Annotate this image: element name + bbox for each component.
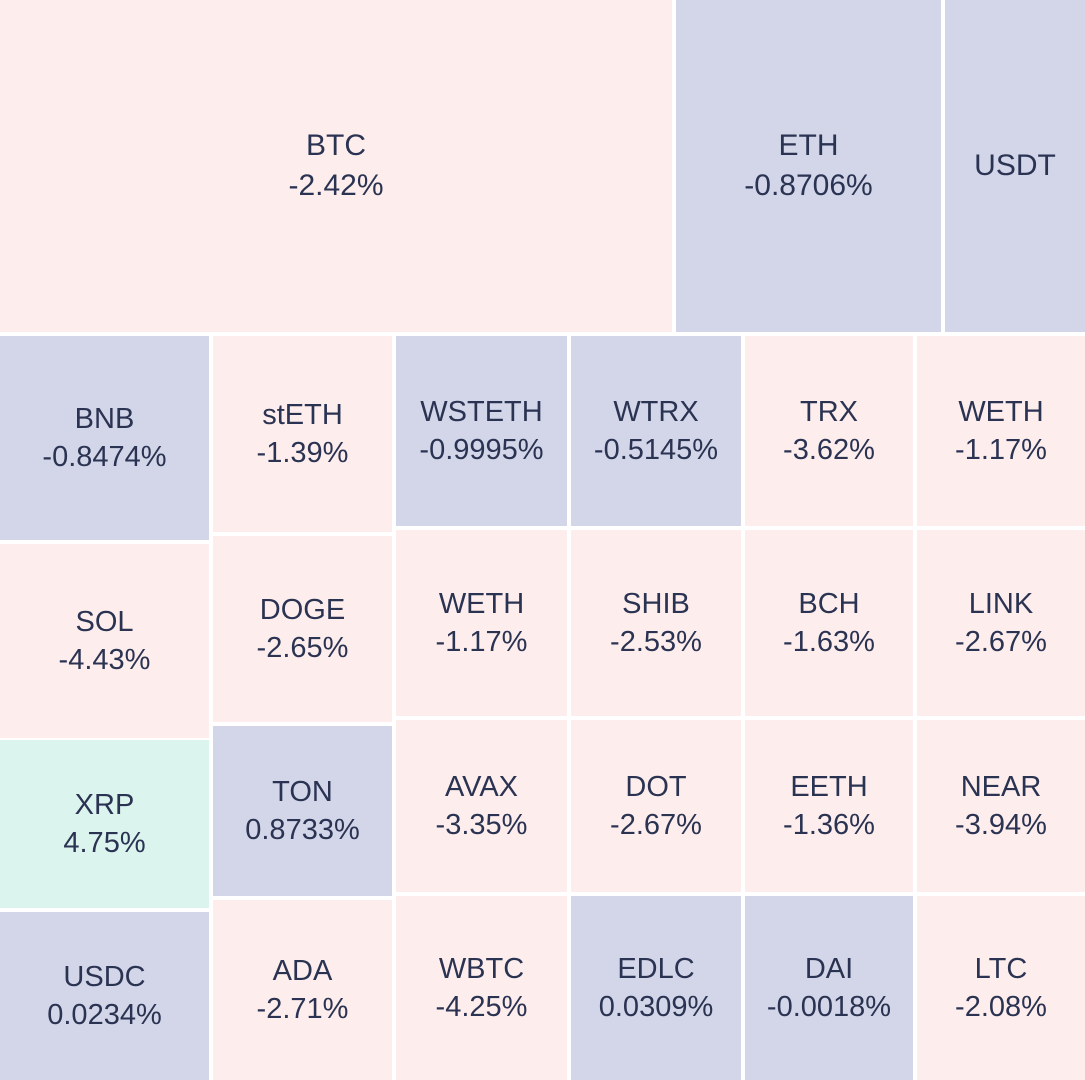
tile-change: 4.75% — [63, 827, 146, 859]
tile-symbol: USDT — [974, 149, 1056, 183]
tile-symbol: ADA — [272, 954, 333, 987]
tile-change: -0.5145% — [593, 434, 719, 466]
tile-wbtc[interactable]: WBTC -4.25% — [396, 896, 567, 1080]
tile-change: -0.9995% — [419, 434, 544, 466]
tile-wsteth[interactable]: WSTETH -0.9995% — [396, 336, 567, 526]
tile-symbol: WTRX — [613, 395, 699, 428]
tile-wtrx[interactable]: WTRX -0.5145% — [571, 336, 741, 526]
tile-eeth[interactable]: EETH -1.36% — [745, 720, 913, 892]
tile-change: 0.0234% — [47, 999, 162, 1031]
tile-change: -2.53% — [610, 626, 702, 658]
tile-symbol: WETH — [438, 587, 525, 620]
tile-change: -1.39% — [256, 437, 349, 469]
tile-ltc[interactable]: LTC -2.08% — [917, 896, 1085, 1080]
tile-change: -0.0018% — [766, 991, 892, 1023]
tile-symbol: XRP — [74, 788, 135, 821]
tile-symbol: NEAR — [960, 770, 1042, 803]
tile-symbol: WSTETH — [420, 395, 543, 428]
tile-symbol: TON — [272, 775, 333, 808]
tile-symbol: ETH — [778, 129, 839, 163]
tile-dot[interactable]: DOT -2.67% — [571, 720, 741, 892]
tile-change: -1.63% — [783, 626, 875, 658]
tile-symbol: LTC — [974, 952, 1028, 985]
tile-change: -1.36% — [783, 809, 875, 841]
tile-change: -3.62% — [783, 434, 875, 466]
tile-change: -4.43% — [58, 644, 151, 676]
tile-avax[interactable]: AVAX -3.35% — [396, 720, 567, 892]
tile-change: -3.35% — [435, 809, 528, 841]
tile-bch[interactable]: BCH -1.63% — [745, 530, 913, 716]
tile-symbol: DOT — [625, 770, 687, 803]
tile-sol[interactable]: SOL -4.43% — [0, 544, 209, 738]
tile-change: 0.8733% — [245, 814, 360, 846]
tile-change: -1.17% — [435, 626, 528, 658]
tile-edlc[interactable]: EDLC 0.0309% — [571, 896, 741, 1080]
tile-ada[interactable]: ADA -2.71% — [213, 900, 392, 1080]
tile-change: -2.67% — [955, 626, 1047, 658]
tile-change: -2.67% — [610, 809, 702, 841]
tile-symbol: USDC — [63, 960, 146, 993]
tile-symbol: SHIB — [622, 587, 690, 620]
tile-symbol: WBTC — [438, 952, 525, 985]
tile-change: -4.25% — [435, 991, 528, 1023]
tile-trx[interactable]: TRX -3.62% — [745, 336, 913, 526]
tile-link[interactable]: LINK -2.67% — [917, 530, 1085, 716]
tile-eth[interactable]: ETH -0.8706% — [676, 0, 941, 332]
tile-doge[interactable]: DOGE -2.65% — [213, 536, 392, 722]
tile-dai[interactable]: DAI -0.0018% — [745, 896, 913, 1080]
tile-change: -2.71% — [256, 993, 349, 1025]
tile-xrp[interactable]: XRP 4.75% — [0, 740, 209, 908]
tile-near[interactable]: NEAR -3.94% — [917, 720, 1085, 892]
tile-symbol: EDLC — [617, 952, 695, 985]
tile-symbol: BNB — [74, 402, 135, 435]
tile-weth[interactable]: WETH -1.17% — [917, 336, 1085, 526]
tile-change: 0.0309% — [598, 991, 714, 1023]
tile-weth[interactable]: WETH -1.17% — [396, 530, 567, 716]
tile-change: -0.8706% — [744, 169, 873, 202]
tile-change: -1.17% — [955, 434, 1047, 466]
tile-symbol: AVAX — [444, 770, 519, 803]
tile-symbol: DAI — [804, 952, 854, 985]
tile-change: -3.94% — [955, 809, 1047, 841]
tile-symbol: BCH — [798, 587, 860, 620]
tile-ton[interactable]: TON 0.8733% — [213, 726, 392, 896]
tile-bnb[interactable]: BNB -0.8474% — [0, 336, 209, 540]
tile-symbol: LINK — [968, 587, 1034, 620]
tile-symbol: DOGE — [259, 593, 346, 626]
tile-shib[interactable]: SHIB -2.53% — [571, 530, 741, 716]
tile-symbol: EETH — [790, 770, 868, 803]
tile-symbol: WETH — [958, 395, 1044, 428]
tile-symbol: TRX — [800, 395, 858, 428]
tile-steth[interactable]: stETH -1.39% — [213, 336, 392, 532]
tile-change: -0.8474% — [42, 441, 167, 473]
tile-change: -2.42% — [288, 169, 384, 202]
tile-symbol: stETH — [262, 398, 343, 431]
tile-btc[interactable]: BTC -2.42% — [0, 0, 672, 332]
tile-usdc[interactable]: USDC 0.0234% — [0, 912, 209, 1080]
tile-usdt[interactable]: USDT — [945, 0, 1085, 332]
tile-symbol: BTC — [306, 129, 366, 163]
tile-change: -2.08% — [955, 991, 1047, 1023]
tile-change: -2.65% — [256, 632, 349, 664]
tile-symbol: SOL — [75, 605, 134, 638]
